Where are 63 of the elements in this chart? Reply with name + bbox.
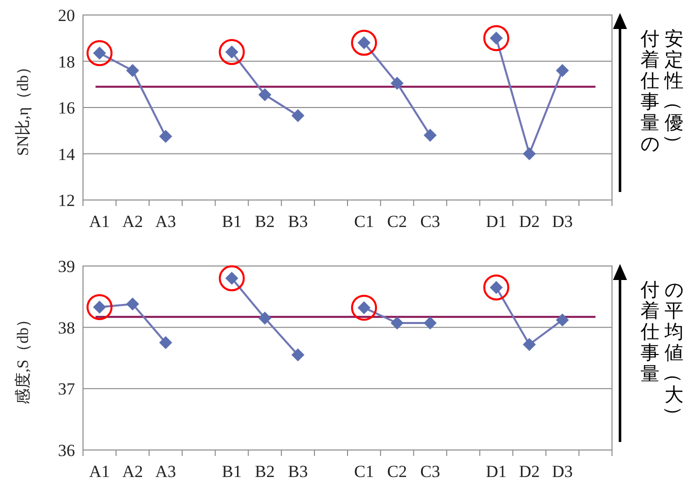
x-tick-label: B1	[222, 212, 242, 231]
x-tick-label: B3	[288, 212, 308, 231]
x-tick-label: B3	[288, 462, 308, 481]
x-tick-label: A1	[89, 462, 110, 481]
x-tick-label: C2	[387, 462, 408, 481]
y-tick-label: 36	[58, 441, 75, 460]
point	[126, 298, 140, 311]
x-tick-label: C3	[420, 462, 440, 481]
text: 付着仕事量の	[640, 29, 660, 155]
point	[424, 128, 437, 142]
point	[291, 109, 304, 122]
point	[159, 336, 172, 350]
text: の平均値（大）	[662, 280, 684, 425]
x-tick-label: C3	[420, 212, 440, 231]
point	[218, 39, 245, 65]
point	[258, 88, 272, 102]
point	[258, 312, 272, 325]
x-tick-label: D1	[486, 462, 507, 481]
point	[390, 316, 404, 330]
point	[390, 76, 404, 90]
y-tick-label: 12	[58, 191, 75, 210]
y-tick-label: 38	[58, 318, 75, 338]
x-tick-label: A2	[122, 462, 143, 481]
y-tick-label: 16	[58, 98, 75, 118]
point	[218, 265, 245, 292]
point	[556, 313, 569, 326]
y-tick-label: 14	[58, 144, 76, 164]
text: 付着仕事量	[640, 280, 660, 385]
y-axis-title: SN比,η（db）	[14, 59, 32, 156]
x-tick-label: A3	[155, 212, 176, 231]
x-tick-label: D3	[552, 212, 573, 231]
y-tick-label: 18	[58, 52, 75, 72]
x-tick-label: D2	[518, 212, 540, 231]
point	[424, 316, 437, 330]
x-tick-label: D1	[486, 212, 507, 231]
y-tick-label: 39	[58, 257, 75, 276]
point	[351, 294, 378, 321]
x-tick-label: B2	[254, 212, 275, 231]
x-tick-label: C2	[387, 212, 408, 231]
x-tick-label: A3	[155, 462, 176, 481]
y-tick-label: 20	[58, 6, 75, 25]
x-tick-label: D3	[552, 462, 573, 481]
point	[483, 25, 510, 52]
x-tick-label: A2	[122, 212, 143, 231]
y-axis-title: 感度,S（db）	[14, 312, 32, 404]
x-tick-label: B2	[254, 462, 275, 481]
point	[483, 274, 510, 300]
point	[86, 40, 113, 66]
x-tick-label: C1	[354, 212, 374, 231]
point	[291, 348, 304, 362]
y-tick-label: 37	[58, 380, 76, 399]
point	[159, 130, 172, 143]
point	[556, 64, 569, 77]
x-tick-label: C1	[354, 462, 374, 481]
text: 安定性（優）	[662, 28, 684, 153]
point	[86, 294, 113, 320]
point	[351, 30, 378, 56]
point	[522, 338, 536, 352]
x-tick-label: B1	[222, 462, 242, 481]
point	[522, 147, 536, 160]
point	[126, 64, 140, 77]
x-tick-label: D2	[518, 462, 540, 481]
x-tick-label: A1	[89, 212, 110, 231]
